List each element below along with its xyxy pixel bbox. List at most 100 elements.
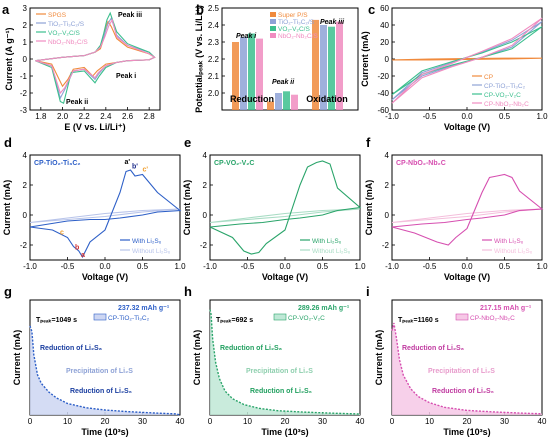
x-axis-label: Time (10³s)	[261, 427, 308, 437]
panel-c: -1.0 -0.5 0.0 0.5 1.0 -60 -40 -20 0 20 40 60 CP CP-Ti…	[377, 4, 548, 121]
legend-entry: NbO₂-Nb₂C/S	[278, 33, 318, 40]
y-tick-label: 2	[203, 181, 208, 190]
y-tick-label: 2	[23, 181, 28, 190]
x-tick-label: 1.0	[174, 262, 186, 271]
annotation: Precipitation of Li₂S	[428, 368, 495, 375]
legend-entry: CP-TiO₂-Ti₃C₂	[484, 83, 526, 90]
series-line	[209, 309, 361, 415]
panel-label-d: d	[4, 135, 12, 150]
bar	[267, 101, 274, 110]
series-line	[29, 325, 181, 416]
legend-entry: VO₂-V₂C/S	[48, 30, 80, 37]
y-tick-label: -2	[382, 241, 390, 250]
series-line	[391, 173, 544, 246]
legend-entry: CP-VO₂-V₂C	[484, 92, 521, 99]
panel-label-e: e	[184, 135, 191, 150]
x-tick-label: 2.8	[144, 112, 156, 121]
annotation: Reduction of Li₂S₆	[432, 388, 494, 395]
y-tick-label: -20	[377, 72, 389, 81]
bar	[336, 21, 343, 111]
x-tick-label: 0.0	[99, 262, 111, 271]
legend-entry: Without Li₂S₆	[494, 248, 533, 255]
bar	[248, 33, 255, 110]
annotation: Peak i	[116, 73, 136, 80]
x-tick-label: 20	[463, 417, 472, 426]
y-tick-label: -2	[20, 89, 28, 98]
x-tick-label: 0	[28, 417, 33, 426]
y-tick-label: -3	[20, 106, 28, 115]
legend-entry: CP	[484, 74, 493, 81]
x-tick-label: 40	[356, 417, 365, 426]
x-tick-label: -0.5	[423, 262, 437, 271]
bar	[312, 19, 319, 110]
legend-entry: With Li₂S₆	[312, 238, 342, 245]
annotation: Peak iii	[320, 19, 345, 26]
x-tick-label: 2.0	[57, 112, 69, 121]
x-tick-label: 0.5	[499, 262, 511, 271]
y-tick-label: 0	[23, 55, 28, 64]
x-tick-label: -1.0	[385, 262, 399, 271]
panel-b: 2.0 2.1 2.2 2.3 2.4 2.5 Super P/STiO₂-Ti₃C₂/SV…	[208, 4, 359, 111]
bar	[275, 93, 282, 110]
x-tick-label: -1.0	[23, 262, 37, 271]
capacity-label: 217.15 mAh g⁻¹	[480, 305, 532, 312]
legend-entry: TiO₂-Ti₃C₂/S	[48, 21, 85, 28]
series-line	[29, 208, 181, 224]
bar	[291, 94, 298, 110]
x-axis-label: Time (10³s)	[443, 427, 490, 437]
panel-label-c: c	[368, 2, 375, 17]
x-tick-label: 20	[101, 417, 110, 426]
panel-h: 0 10 20 30 40 Tₚₑₐₖ=692 s 289.26 mAh g⁻¹ CP-VO₂…	[208, 299, 365, 426]
x-tick-label: 0.5	[317, 262, 329, 271]
bar	[256, 38, 263, 110]
x-axis-label: E (V vs. Li/Li⁺)	[64, 122, 125, 132]
y-tick-label: 0	[385, 211, 390, 220]
panel-label-a: a	[2, 2, 10, 17]
x-tick-label: 2.6	[122, 112, 134, 121]
annotation: Reduction of Li₂S₈	[402, 345, 464, 352]
bar	[232, 42, 239, 110]
y-axis-label: Current (A g⁻¹)	[4, 28, 14, 91]
y-axis-label: Potentialₚₑₐₖ (V vs. Li/Li⁺)	[194, 5, 204, 113]
x-tick-label: 0.0	[279, 262, 291, 271]
legend-entry: SPGS	[48, 12, 67, 19]
x-tick-label: 20	[281, 417, 290, 426]
y-tick-label: 0	[23, 211, 28, 220]
capacity-label: 289.26 mAh g⁻¹	[298, 305, 350, 312]
y-axis-label: Current (mA)	[364, 180, 374, 236]
x-tick-label: 30	[138, 417, 147, 426]
x-tick-label: 0.0	[461, 112, 473, 121]
legend-entry: Without Li₂S₆	[312, 248, 351, 255]
y-tick-label: 60	[380, 4, 389, 13]
y-tick-label: -60	[377, 106, 389, 115]
x-tick-label: -1.0	[385, 112, 399, 121]
y-tick-label: 1	[23, 38, 28, 47]
y-tick-label: 2	[23, 21, 28, 30]
peak-label: c'	[143, 167, 149, 174]
bar	[320, 25, 327, 110]
panel-a: 1.8 2.0 2.2 2.4 2.6 2.8 -3 -2 -1 0 1 2 3 SPGS TiO₂-Ti₃…	[20, 4, 161, 121]
x-tick-label: 0.5	[137, 262, 149, 271]
panel-title: CP-VO₂-V₂C	[214, 160, 254, 167]
y-tick-label: -2	[20, 241, 28, 250]
area-fill	[210, 309, 360, 415]
panel-label-b: b	[196, 2, 204, 17]
legend-entry: CP-TiO₂-Ti₃C₂	[108, 315, 150, 322]
legend-entry: VO₂-V₂C/S	[278, 26, 310, 33]
legend-entry: Without Li₂S₆	[132, 248, 171, 255]
x-tick-label: 1.0	[536, 262, 548, 271]
y-tick-label: -40	[377, 89, 389, 98]
annotation: Reduction of Li₂S₈	[40, 345, 102, 352]
panel-f: -1.0 -0.5 0.0 0.5 1.0 -2 0 2 4 CP-NbO₂-Nb₂C With L…	[382, 151, 548, 271]
y-tick-label: 2.0	[208, 89, 220, 98]
x-axis-label: Voltage (V)	[82, 272, 128, 282]
panel-label-i: i	[366, 284, 370, 299]
legend-entry: With Li₂S₆	[132, 238, 162, 245]
peak-label: b	[75, 245, 79, 252]
legend-entry: Super P/S	[278, 12, 308, 19]
legend-entry: TiO₂-Ti₃C₂/S	[278, 19, 315, 26]
area-fill	[30, 325, 180, 415]
x-axis-label: Voltage (V)	[444, 122, 490, 132]
legend-swatch	[270, 12, 276, 17]
